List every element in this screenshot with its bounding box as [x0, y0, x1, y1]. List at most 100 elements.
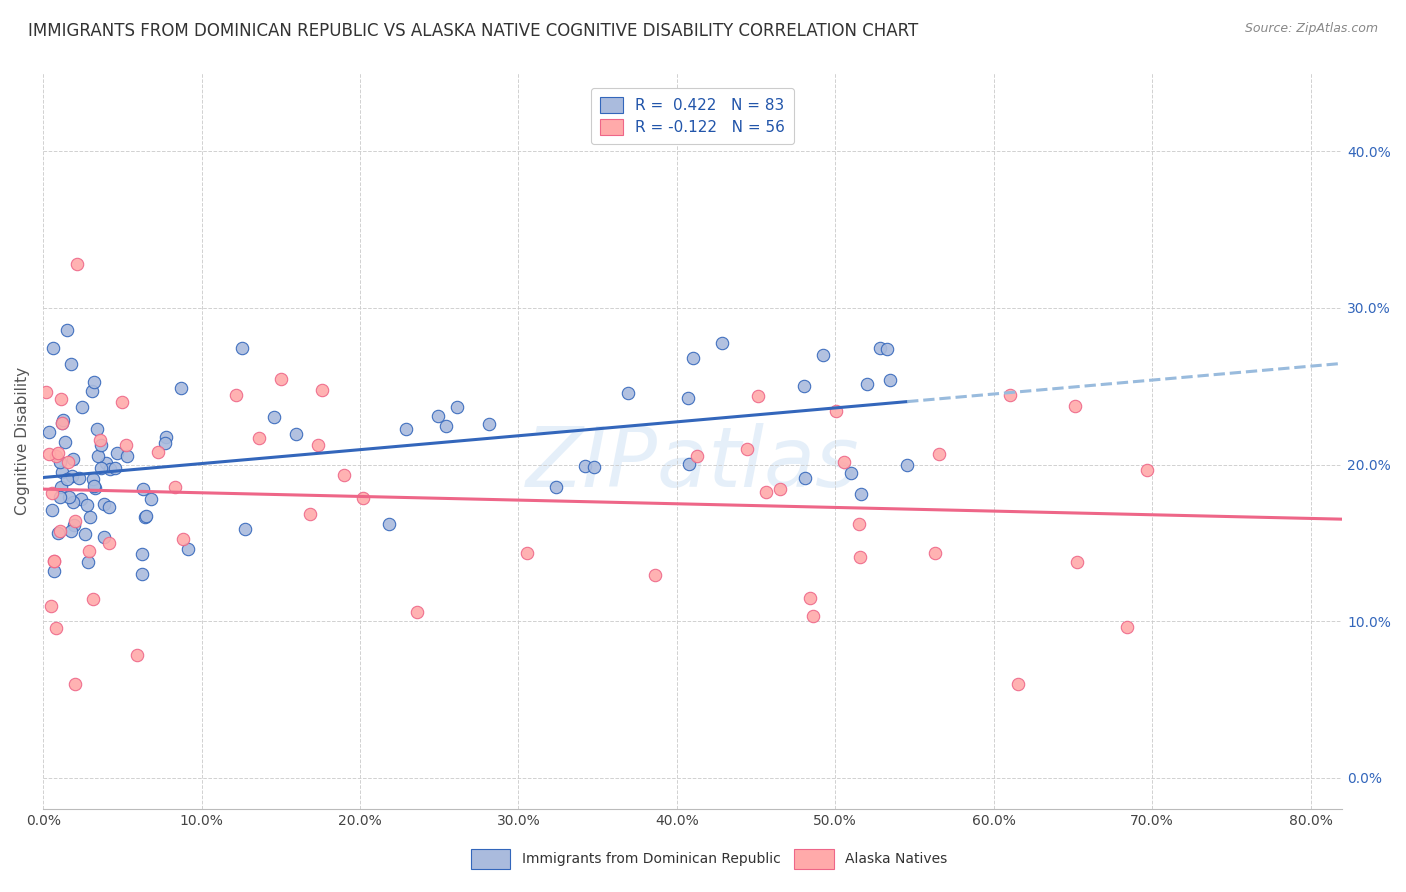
Point [98, 500, 121, 514]
Point [75, 527, 97, 541]
Point [131, 567, 153, 582]
Point [105, 445, 128, 459]
Point [848, 516, 870, 531]
Point [352, 491, 374, 505]
Point [803, 609, 825, 624]
Point [38, 447, 60, 461]
Point [311, 383, 333, 397]
Point [84, 481, 107, 495]
Point [65, 677, 87, 691]
Point [60, 469, 83, 483]
Point [1007, 677, 1029, 691]
Point [60, 357, 83, 371]
Point [825, 404, 848, 418]
Point [998, 388, 1021, 402]
Point [48, 490, 70, 504]
Point [139, 491, 162, 506]
Point [270, 372, 292, 386]
Point [299, 507, 322, 521]
Point [769, 482, 792, 496]
Point [44, 554, 66, 568]
Point [395, 422, 418, 436]
Point [793, 379, 815, 393]
Point [134, 510, 156, 524]
Point [856, 377, 879, 392]
Point [544, 480, 567, 494]
Point [155, 436, 177, 450]
Point [115, 438, 138, 452]
Point [813, 348, 835, 362]
Point [87, 449, 110, 463]
Point [876, 343, 898, 357]
Point [77, 555, 100, 569]
Point [90, 460, 112, 475]
Point [62, 494, 84, 508]
Point [49, 480, 72, 494]
Point [426, 409, 449, 423]
Point [307, 438, 329, 452]
Point [848, 549, 870, 564]
Point [70, 401, 93, 415]
Point [516, 546, 538, 560]
Point [583, 460, 606, 475]
Point [879, 373, 901, 387]
Point [163, 480, 186, 494]
Point [46, 525, 69, 540]
Point [131, 547, 153, 561]
Point [446, 401, 468, 415]
Point [52, 413, 75, 427]
Legend: R =  0.422   N = 83, R = -0.122   N = 56: R = 0.422 N = 83, R = -0.122 N = 56 [591, 88, 794, 145]
Point [378, 516, 401, 531]
Point [56, 323, 79, 337]
Point [574, 459, 596, 474]
Point [67, 471, 90, 485]
Point [104, 461, 127, 475]
Point [58, 454, 80, 468]
Point [41, 503, 63, 517]
Point [172, 533, 194, 547]
Point [77, 544, 100, 558]
Point [247, 431, 270, 445]
Point [45, 621, 67, 635]
Point [82, 591, 104, 606]
Point [60, 524, 83, 538]
Point [896, 458, 918, 472]
Point [62, 517, 84, 532]
Point [682, 351, 704, 365]
Point [924, 546, 946, 560]
Point [46, 446, 69, 460]
Point [58, 491, 80, 505]
Point [94, 456, 117, 470]
Point [127, 648, 149, 662]
Point [794, 471, 817, 485]
Text: Alaska Natives: Alaska Natives [845, 852, 948, 866]
Text: Immigrants from Dominican Republic: Immigrants from Dominican Republic [522, 852, 780, 866]
Point [177, 541, 200, 556]
Point [51, 465, 73, 479]
Point [644, 567, 666, 582]
Point [49, 524, 72, 538]
Point [233, 522, 256, 536]
Point [93, 497, 115, 511]
Point [70, 491, 93, 506]
Point [155, 430, 177, 444]
Point [76, 498, 98, 512]
Point [869, 341, 891, 355]
Point [51, 416, 73, 430]
Point [66, 257, 89, 271]
Point [686, 449, 709, 463]
Point [676, 391, 699, 405]
Point [79, 509, 101, 524]
Point [170, 381, 193, 395]
Point [89, 434, 111, 448]
Point [98, 462, 121, 476]
Point [839, 466, 862, 480]
Point [111, 394, 134, 409]
Point [434, 419, 457, 434]
Point [49, 455, 72, 469]
Point [231, 342, 253, 356]
Y-axis label: Cognitive Disability: Cognitive Disability [15, 367, 30, 515]
Point [263, 410, 285, 425]
Point [1136, 462, 1159, 476]
Point [747, 389, 769, 403]
